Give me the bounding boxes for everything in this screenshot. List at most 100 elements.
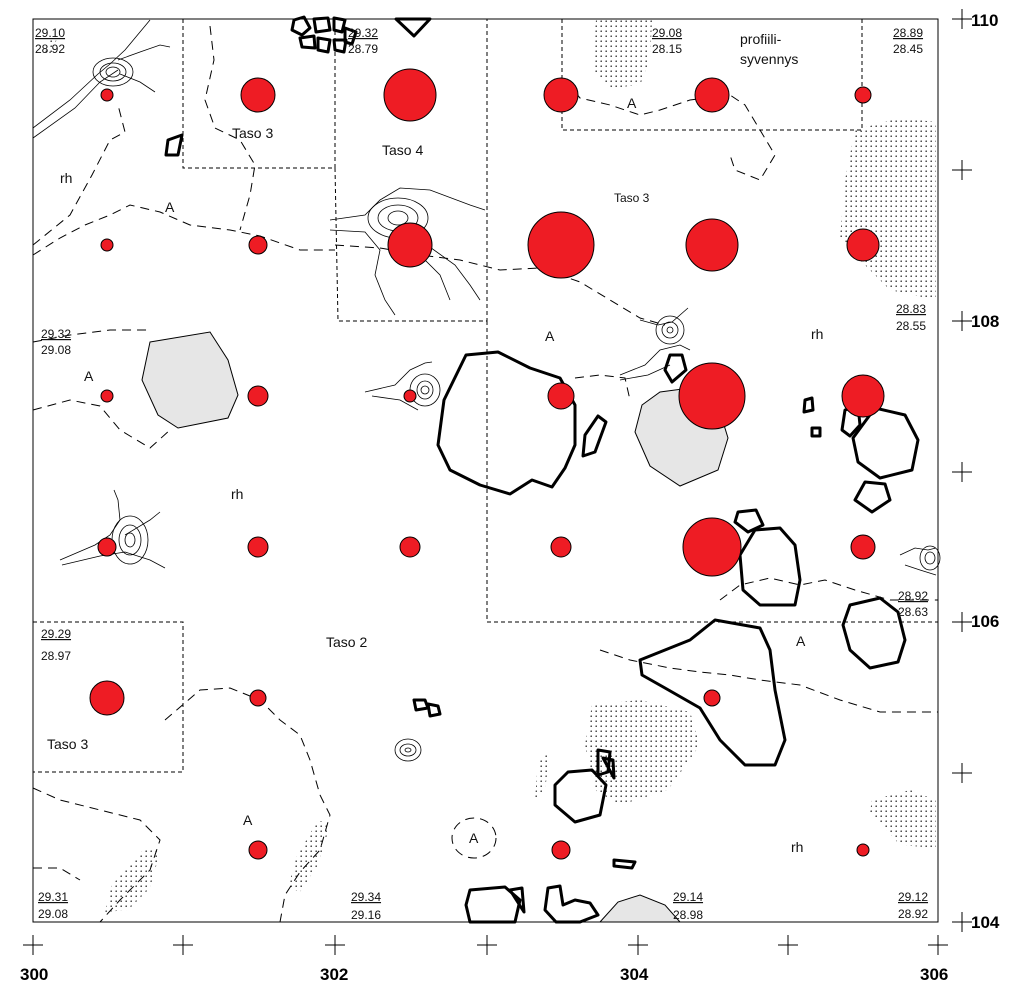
elevation-label: 29.34 29.16 (351, 890, 381, 922)
find-marker (387, 222, 433, 268)
grid-tick-cross (477, 935, 497, 955)
svg-text:28.79: 28.79 (348, 42, 378, 56)
find-marker (403, 389, 417, 403)
svg-text:28.45: 28.45 (893, 42, 923, 56)
svg-text:29.32: 29.32 (41, 327, 71, 341)
grid-tick-cross (952, 311, 972, 331)
soil-labels: rh A A rh A A rh A A A rh (60, 95, 823, 855)
zone-label: Taso 3 (614, 191, 650, 205)
x-axis-label: 300 (20, 965, 48, 984)
find-marker (678, 362, 746, 430)
trench-boundaries (33, 19, 938, 773)
x-axis: 300 302 304 306 (20, 965, 948, 984)
zone-label: Taso 3 (47, 736, 88, 752)
svg-text:29.31: 29.31 (38, 890, 68, 904)
y-axis-label: 110 (971, 11, 998, 30)
find-marker (100, 88, 114, 102)
soil-boundaries (32, 25, 938, 923)
find-marker (247, 536, 269, 558)
zone-label: Taso 4 (382, 142, 423, 158)
find-marker (685, 218, 739, 272)
find-marker (527, 211, 595, 279)
elevation-label: 29.32 28.79 (348, 26, 378, 56)
grid-tick-cross (23, 935, 43, 955)
soil-label: rh (791, 839, 803, 855)
find-marker (100, 389, 114, 403)
grid-tick-cross (952, 912, 972, 932)
find-marker (248, 840, 268, 860)
zone-label: Taso 3 (232, 125, 273, 141)
svg-text:29.12: 29.12 (898, 890, 928, 904)
svg-text:28.89: 28.89 (893, 26, 923, 40)
find-marker (854, 86, 872, 104)
x-axis-label: 302 (320, 965, 348, 984)
svg-text:29.14: 29.14 (673, 890, 703, 904)
elevation-label: 29.08 28.15 (652, 26, 682, 56)
elevation-label: 28.83 28.55 (896, 302, 926, 333)
y-axis-label: 108 (971, 312, 999, 331)
svg-text:28.92: 28.92 (898, 907, 928, 921)
find-marker (682, 517, 742, 577)
svg-text:28.92: 28.92 (35, 42, 65, 56)
soil-label: A (796, 633, 806, 649)
finds-layer (89, 68, 885, 860)
grid-tick-cross (928, 935, 948, 955)
find-marker (100, 238, 114, 252)
svg-text:28.83: 28.83 (896, 302, 926, 316)
find-marker (856, 843, 870, 857)
svg-text:28.98: 28.98 (673, 908, 703, 922)
find-marker (551, 840, 571, 860)
svg-text:28.55: 28.55 (896, 319, 926, 333)
x-axis-label: 306 (920, 965, 948, 984)
x-axis-label: 304 (620, 965, 649, 984)
grid-tick-cross (778, 935, 798, 955)
find-marker (97, 537, 117, 557)
zone-label: Taso 2 (326, 634, 367, 650)
find-marker (249, 689, 267, 707)
y-axis-label: 104 (971, 913, 1000, 932)
heavy-features (164, 15, 920, 924)
elevation-label: 29.29 28.97 (41, 627, 71, 663)
find-marker (247, 385, 269, 407)
find-marker (850, 534, 876, 560)
find-marker (399, 536, 421, 558)
elevation-label: 29.14 28.98 (673, 890, 703, 922)
find-marker (248, 235, 268, 255)
grid-tick-cross (952, 612, 972, 632)
find-marker (694, 77, 730, 113)
find-marker (383, 68, 437, 122)
svg-text:29.29: 29.29 (41, 627, 71, 641)
zone-label: syvennys (740, 51, 798, 67)
find-marker (240, 77, 276, 113)
soil-label: rh (231, 486, 243, 502)
grid-tick-cross (173, 935, 193, 955)
elevation-label: 29.32 29.08 (41, 327, 71, 357)
soil-label: rh (60, 170, 72, 186)
find-marker (846, 228, 880, 262)
svg-text:29.08: 29.08 (652, 26, 682, 40)
find-marker (703, 689, 721, 707)
elevation-label: 29.12 28.92 (898, 890, 928, 921)
grey-stones (141, 331, 729, 923)
soil-label: rh (811, 326, 823, 342)
zone-labels: Taso 3 Taso 4 Taso 3 Taso 2 Taso 3 profi… (47, 31, 798, 752)
svg-text:29.08: 29.08 (41, 343, 71, 357)
grid-tick-cross (628, 935, 648, 955)
zone-label: profiili- (740, 31, 782, 47)
grid-ticks (23, 9, 972, 955)
find-marker (547, 382, 575, 410)
svg-text:29.34: 29.34 (351, 890, 381, 904)
y-axis: 110 108 106 104 (971, 11, 1000, 932)
find-marker (550, 536, 572, 558)
soil-label: A (165, 199, 175, 215)
elevation-label: 28.92 28.63 (898, 589, 928, 619)
soil-label: A (545, 328, 555, 344)
soil-label: A (84, 368, 94, 384)
soil-label: A (243, 812, 253, 828)
grid-tick-cross (952, 9, 972, 29)
svg-text:29.32: 29.32 (348, 26, 378, 40)
find-marker (841, 374, 885, 418)
elevation-label: 28.89 28.45 (893, 26, 923, 56)
soil-label: A (469, 830, 479, 846)
